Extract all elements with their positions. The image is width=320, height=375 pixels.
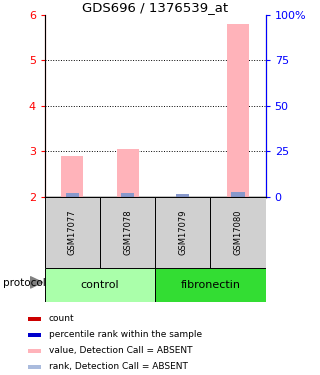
Text: GSM17077: GSM17077 (68, 210, 77, 255)
Text: count: count (49, 315, 74, 324)
Bar (45, 268, 155, 302)
Bar (211, 197, 266, 268)
Bar (45, 197, 100, 268)
Text: rank, Detection Call = ABSENT: rank, Detection Call = ABSENT (49, 362, 188, 371)
Bar (176, 194, 189, 197)
Text: GSM17078: GSM17078 (123, 210, 132, 255)
Bar (28, 365, 42, 369)
Bar (231, 192, 244, 197)
Bar (155, 197, 211, 268)
Bar (66, 193, 79, 197)
Text: protocol: protocol (3, 278, 46, 288)
Bar (28, 317, 42, 321)
Bar (61, 156, 84, 197)
Text: control: control (81, 280, 119, 290)
Text: value, Detection Call = ABSENT: value, Detection Call = ABSENT (49, 346, 192, 355)
Text: GSM17079: GSM17079 (178, 210, 187, 255)
Text: GSM17080: GSM17080 (234, 210, 243, 255)
Bar (121, 193, 134, 197)
Bar (28, 349, 42, 353)
Bar (155, 268, 266, 302)
Text: fibronectin: fibronectin (180, 280, 240, 290)
Bar (28, 333, 42, 337)
Bar (100, 197, 155, 268)
Polygon shape (30, 277, 43, 288)
Bar (227, 24, 249, 197)
Title: GDS696 / 1376539_at: GDS696 / 1376539_at (82, 1, 228, 14)
Text: percentile rank within the sample: percentile rank within the sample (49, 330, 202, 339)
Bar (116, 149, 139, 197)
